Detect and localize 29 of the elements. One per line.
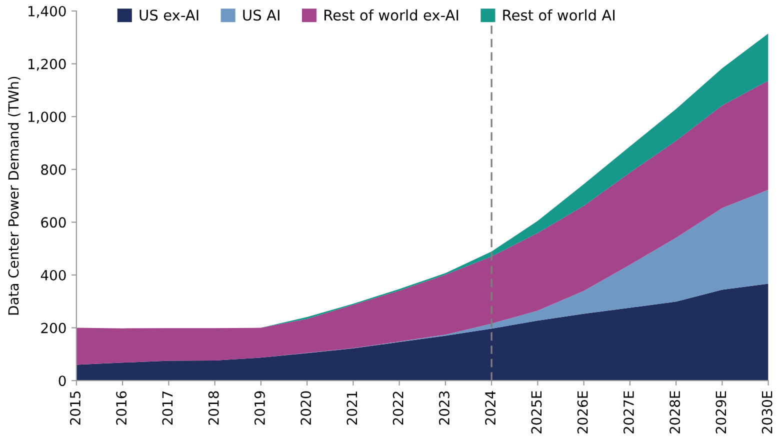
y-tick-label: 200 [41, 322, 66, 334]
x-tick-label: 2020 [300, 391, 312, 425]
y-tick-label: 800 [41, 164, 66, 175]
legend-label: Rest of world AI [503, 9, 615, 21]
y-axis-title: Data Center Power Demand (TWh) [8, 76, 20, 315]
y-tick-label: 1,200 [28, 58, 66, 71]
y-tick-label: 600 [41, 217, 66, 228]
x-tick-label: 2022 [392, 392, 404, 425]
x-tick-label: 2028E [670, 391, 680, 434]
x-tick-label: 2027E [623, 391, 634, 434]
y-tick-label: 0 [58, 376, 66, 386]
x-tick-label: 2023 [438, 391, 450, 425]
x-tick-label: 2029E [716, 391, 726, 434]
legend-label: US ex-AI [140, 10, 198, 21]
y-tick-label: 400 [40, 270, 66, 280]
legend-label: Rest of world ex-AI [324, 9, 458, 21]
x-tick-label: 2024 [485, 391, 496, 425]
x-tick-label: 2018 [208, 391, 219, 425]
x-tick-label: 2015 [70, 392, 80, 425]
x-tick-label: 2021 [346, 392, 358, 425]
y-tick-label: 1,000 [28, 112, 66, 124]
x-tick-label: 2017 [162, 392, 173, 425]
x-tick-label: 2025E [531, 391, 542, 434]
y-tick-label: 1,400 [28, 6, 66, 18]
x-tick-label: 2016 [116, 391, 127, 425]
legend-label: US AI [243, 10, 280, 21]
x-tick-label: 2026E [577, 391, 588, 434]
x-tick-label: 2030E [762, 391, 772, 434]
x-tick-label: 2019 [254, 391, 265, 425]
